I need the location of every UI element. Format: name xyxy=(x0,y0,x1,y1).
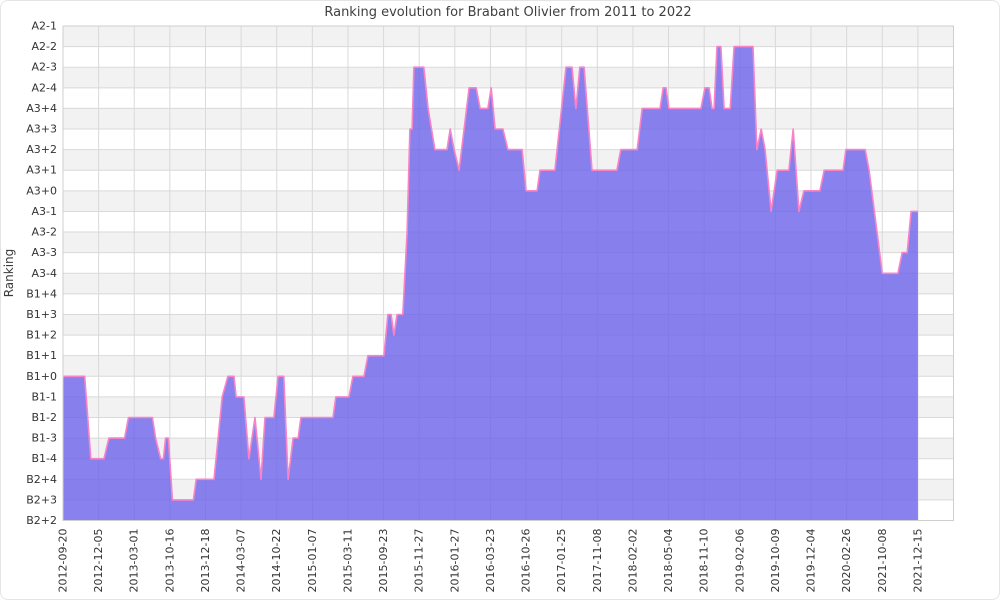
plot-band xyxy=(63,108,954,130)
x-tick-label: 2015-09-23 xyxy=(377,529,390,593)
x-tick-label: 2013-12-18 xyxy=(199,529,212,593)
x-tick-label: 2019-12-04 xyxy=(805,529,818,593)
y-tick-label: A2-4 xyxy=(32,81,58,94)
plot-band xyxy=(63,67,954,88)
chart-title: Ranking evolution for Brabant Olivier fr… xyxy=(324,5,691,20)
y-tick-label: A3+1 xyxy=(26,164,57,177)
x-tick-label: 2019-02-06 xyxy=(733,529,746,593)
y-tick-label: A3-1 xyxy=(32,205,58,218)
y-tick-label: A2-1 xyxy=(32,20,58,33)
plot-band xyxy=(63,26,954,47)
y-tick-label: A3+0 xyxy=(26,184,57,197)
x-tick-label: 2020-02-26 xyxy=(840,529,853,593)
x-tick-label: 2021-10-08 xyxy=(876,529,889,593)
x-tick-label: 2016-01-27 xyxy=(448,529,461,593)
x-tick-label: 2018-05-04 xyxy=(662,529,675,593)
plot-band xyxy=(63,46,954,68)
x-tick-label: 2018-02-02 xyxy=(626,529,639,593)
x-tick-label: 2012-09-20 xyxy=(57,529,70,593)
x-tick-label: 2015-01-07 xyxy=(306,529,319,593)
y-tick-label: A2-2 xyxy=(32,40,58,53)
x-tick-label: 2017-11-08 xyxy=(591,529,604,593)
x-tick-label: 2014-03-07 xyxy=(235,529,248,593)
y-tick-label: B1-4 xyxy=(31,452,57,465)
y-tick-label: A3+3 xyxy=(26,123,57,136)
y-tick-label: B1+1 xyxy=(26,349,57,362)
y-tick-label: A3-3 xyxy=(32,246,58,259)
x-tick-label: 2012-12-05 xyxy=(92,529,105,593)
x-tick-label: 2013-10-16 xyxy=(163,529,176,593)
x-tick-label: 2016-10-26 xyxy=(520,529,533,593)
area-series xyxy=(63,46,918,521)
y-axis-title: Ranking xyxy=(2,249,16,298)
y-tick-label: B1+4 xyxy=(26,287,57,300)
y-tick-label: B2+3 xyxy=(26,493,57,506)
x-tick-label: 2019-10-09 xyxy=(769,529,782,593)
y-tick-label: B2+2 xyxy=(26,514,57,527)
plot-frame xyxy=(62,25,954,521)
x-tick-label: 2016-03-23 xyxy=(484,529,497,593)
x-tick-label: 2017-01-25 xyxy=(555,529,568,593)
y-tick-label: B2+4 xyxy=(26,473,57,486)
y-tick-label: B1+2 xyxy=(26,329,57,342)
plot-band xyxy=(63,129,954,150)
x-tick-label: 2021-12-15 xyxy=(911,529,924,593)
x-tick-label: 2015-11-27 xyxy=(413,529,426,593)
y-tick-label: A3+4 xyxy=(26,102,57,115)
y-tick-label: A3-2 xyxy=(32,226,58,239)
y-tick-label: B1-2 xyxy=(31,411,57,424)
y-tick-label: B1+0 xyxy=(26,370,57,383)
y-tick-label: A2-3 xyxy=(32,61,58,74)
x-tick-label: 2015-03-11 xyxy=(341,529,354,593)
y-tick-label: B1+3 xyxy=(26,308,57,321)
y-tick-label: B1-3 xyxy=(31,432,57,445)
x-tick-label: 2014-10-22 xyxy=(270,529,283,593)
y-tick-label: A3+2 xyxy=(26,143,57,156)
x-tick-label: 2013-03-01 xyxy=(128,529,141,593)
x-tick-label: 2018-11-10 xyxy=(698,529,711,593)
y-tick-label: B1-1 xyxy=(31,390,57,403)
plot-band xyxy=(63,87,954,109)
y-tick-label: A3-4 xyxy=(32,267,58,280)
series-outline xyxy=(63,45,918,501)
